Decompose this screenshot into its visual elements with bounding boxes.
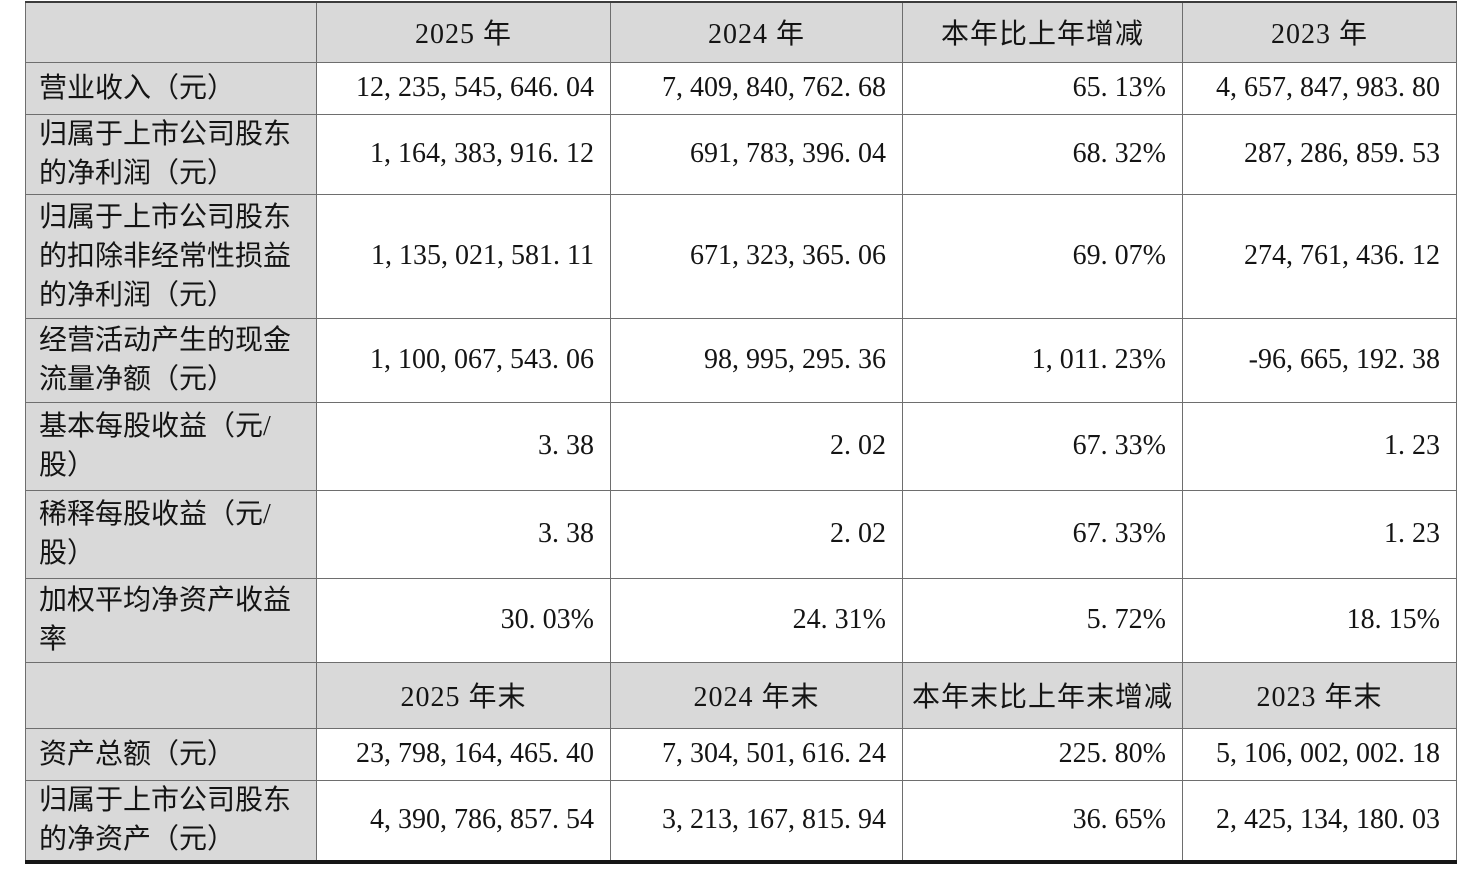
- value-change-cell: 5. 72%: [902, 577, 1183, 663]
- value-2024-cell: 7, 304, 501, 616. 24: [610, 727, 903, 781]
- label-line: 的扣除非经常性损益: [39, 240, 292, 272]
- header-2023-end-cell: 2023 年末: [1182, 661, 1457, 729]
- header-blank-cell: [25, 1, 317, 63]
- value-2025-cell: 1, 135, 021, 581. 11: [316, 193, 611, 319]
- value-2024-cell: 3, 213, 167, 815. 94: [610, 779, 903, 863]
- value-2025-cell: 12, 235, 545, 646. 04: [316, 61, 611, 115]
- label-line: 营业收入（元）: [39, 72, 236, 104]
- table-header-row-annual: 2025 年 2024 年 本年比上年增减 2023 年: [25, 1, 1457, 63]
- value-change-cell: 1, 011. 23%: [902, 317, 1183, 403]
- value-2025-cell: 1, 164, 383, 916. 12: [316, 113, 611, 195]
- row-label-cell: 资产总额（元）: [25, 727, 317, 781]
- label-line: 率: [39, 624, 68, 655]
- row-label-cell: 归属于上市公司股东 的扣除非经常性损益 的净利润（元）: [25, 193, 317, 319]
- label-line: 资产总额（元）: [39, 738, 236, 770]
- value-2025-cell: 1, 100, 067, 543. 06: [316, 317, 611, 403]
- table-header-row-yearend: 2025 年末 2024 年末 本年末比上年末增减 2023 年末: [25, 661, 1457, 729]
- value-2023-cell: 5, 106, 002, 002. 18: [1182, 727, 1457, 781]
- value-2023-cell: 2, 425, 134, 180. 03: [1182, 779, 1457, 863]
- row-label-cell: 归属于上市公司股东 的净利润（元）: [25, 113, 317, 195]
- header-2025-end-cell: 2025 年末: [316, 661, 611, 729]
- row-label-cell: 经营活动产生的现金 流量净额（元）: [25, 317, 317, 403]
- value-2024-cell: 671, 323, 365. 06: [610, 193, 903, 319]
- table-row-net-assets: 归属于上市公司股东 的净资产（元） 4, 390, 786, 857. 54 3…: [25, 779, 1457, 863]
- header-yearend-change-cell: 本年末比上年末增减: [902, 661, 1183, 729]
- value-2023-cell: 4, 657, 847, 983. 80: [1182, 61, 1457, 115]
- row-label-cell: 稀释每股收益（元/ 股）: [25, 489, 317, 579]
- table-row-weighted-roe: 加权平均净资产收益 率 30. 03% 24. 31% 5. 72% 18. 1…: [25, 577, 1457, 663]
- label-line: 稀释每股收益（元/: [39, 499, 271, 530]
- value-2023-cell: 18. 15%: [1182, 577, 1457, 663]
- label-line: 基本每股收益（元/: [39, 411, 271, 442]
- value-2023-cell: -96, 665, 192. 38: [1182, 317, 1457, 403]
- label-line: 加权平均净资产收益: [39, 585, 292, 616]
- value-2024-cell: 98, 995, 295. 36: [610, 317, 903, 403]
- label-line: 股）: [39, 538, 96, 569]
- label-line: 经营活动产生的现金: [39, 325, 292, 356]
- label-line: 的净资产（元）: [39, 824, 236, 856]
- table-row-diluted-eps: 稀释每股收益（元/ 股） 3. 38 2. 02 67. 33% 1. 23: [25, 489, 1457, 579]
- value-2025-cell: 4, 390, 786, 857. 54: [316, 779, 611, 863]
- value-2024-cell: 24. 31%: [610, 577, 903, 663]
- value-change-cell: 67. 33%: [902, 401, 1183, 491]
- table-row-total-assets: 资产总额（元） 23, 798, 164, 465. 40 7, 304, 50…: [25, 727, 1457, 781]
- value-2023-cell: 274, 761, 436. 12: [1182, 193, 1457, 319]
- label-line: 股）: [39, 450, 96, 481]
- table-row-basic-eps: 基本每股收益（元/ 股） 3. 38 2. 02 67. 33% 1. 23: [25, 401, 1457, 491]
- label-line: 的净利润（元）: [39, 158, 236, 189]
- value-2024-cell: 7, 409, 840, 762. 68: [610, 61, 903, 115]
- value-2023-cell: 1. 23: [1182, 489, 1457, 579]
- header-2025-cell: 2025 年: [316, 1, 611, 63]
- value-2025-cell: 3. 38: [316, 401, 611, 491]
- row-label-cell: 基本每股收益（元/ 股）: [25, 401, 317, 491]
- value-2023-cell: 1. 23: [1182, 401, 1457, 491]
- header-2024-end-cell: 2024 年末: [610, 661, 903, 729]
- value-change-cell: 67. 33%: [902, 489, 1183, 579]
- label-line: 归属于上市公司股东: [39, 785, 292, 817]
- value-2025-cell: 23, 798, 164, 465. 40: [316, 727, 611, 781]
- label-line: 归属于上市公司股东: [39, 119, 292, 150]
- value-change-cell: 65. 13%: [902, 61, 1183, 115]
- value-2025-cell: 3. 38: [316, 489, 611, 579]
- value-2025-cell: 30. 03%: [316, 577, 611, 663]
- value-change-cell: 225. 80%: [902, 727, 1183, 781]
- header-2024-cell: 2024 年: [610, 1, 903, 63]
- value-change-cell: 68. 32%: [902, 113, 1183, 195]
- row-label-cell: 加权平均净资产收益 率: [25, 577, 317, 663]
- value-2024-cell: 2. 02: [610, 401, 903, 491]
- header-change-cell: 本年比上年增减: [902, 1, 1183, 63]
- table-row-net-profit: 归属于上市公司股东 的净利润（元） 1, 164, 383, 916. 12 6…: [25, 113, 1457, 195]
- table-row-operating-cash-flow: 经营活动产生的现金 流量净额（元） 1, 100, 067, 543. 06 9…: [25, 317, 1457, 403]
- header-2023-cell: 2023 年: [1182, 1, 1457, 63]
- row-label-cell: 归属于上市公司股东 的净资产（元）: [25, 779, 317, 863]
- label-line: 流量净额（元）: [39, 364, 236, 395]
- value-2024-cell: 2. 02: [610, 489, 903, 579]
- value-2023-cell: 287, 286, 859. 53: [1182, 113, 1457, 195]
- label-line: 归属于上市公司股东: [39, 201, 292, 233]
- row-label-cell: 营业收入（元）: [25, 61, 317, 115]
- table-row-deducted-net-profit: 归属于上市公司股东 的扣除非经常性损益 的净利润（元） 1, 135, 021,…: [25, 193, 1457, 319]
- table-row-revenue: 营业收入（元） 12, 235, 545, 646. 04 7, 409, 84…: [25, 61, 1457, 115]
- value-change-cell: 36. 65%: [902, 779, 1183, 863]
- label-line: 的净利润（元）: [39, 279, 236, 311]
- financial-summary-table: 2025 年 2024 年 本年比上年增减 2023 年 营业收入（元） 12,…: [25, 1, 1457, 864]
- value-change-cell: 69. 07%: [902, 193, 1183, 319]
- value-2024-cell: 691, 783, 396. 04: [610, 113, 903, 195]
- header-blank-cell: [25, 661, 317, 729]
